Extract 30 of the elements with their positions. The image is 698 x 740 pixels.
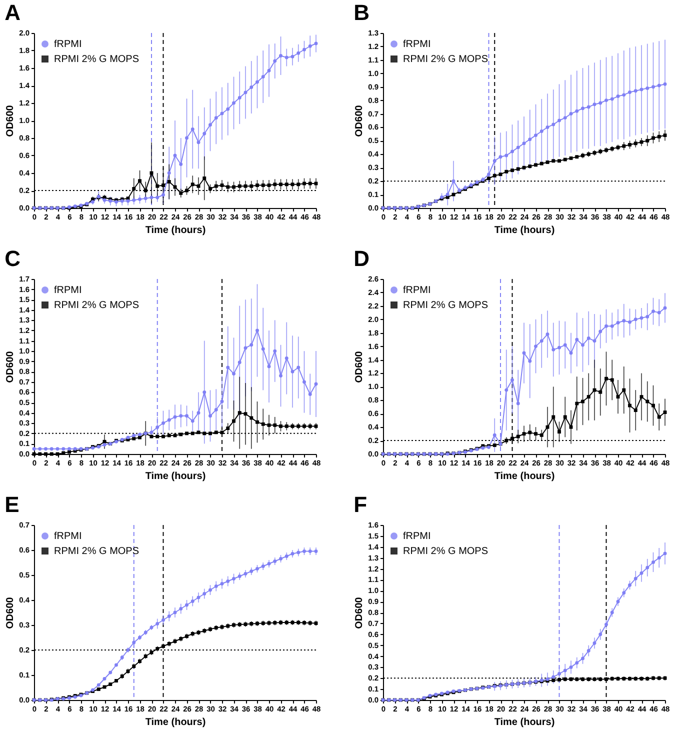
legend-label: fRPMI [54, 285, 82, 296]
x-axis-title: Time (hours) [494, 717, 555, 728]
y-axis-title: OD600 [354, 350, 366, 383]
legend-label: RPMI 2% G MOPS [54, 300, 140, 311]
legend-label: RPMI 2% G MOPS [403, 546, 488, 557]
chart-title: D [354, 246, 370, 271]
chart-title: A [4, 0, 21, 25]
x-axis-title: Time (hours) [494, 471, 555, 482]
x-axis-title: Time (hours) [145, 471, 206, 482]
y-axis-title: OD600 [354, 596, 366, 629]
y-axis-title: OD600 [354, 104, 366, 137]
chart-title: C [4, 246, 21, 271]
x-axis-title: Time (hours) [145, 717, 206, 728]
y-axis-title: OD600 [5, 104, 16, 137]
legend-label: fRPMI [403, 39, 431, 50]
legend-label: RPMI 2% G MOPS [54, 546, 140, 557]
chart-title: E [4, 492, 20, 517]
chart-title: B [354, 0, 370, 25]
legend-label: fRPMI [54, 39, 82, 50]
chart-title: F [354, 492, 368, 517]
x-axis-title: Time (hours) [145, 225, 206, 236]
legend-label: fRPMI [403, 531, 431, 542]
legend-label: RPMI 2% G MOPS [54, 54, 140, 65]
legend-label: RPMI 2% G MOPS [403, 54, 488, 65]
y-axis-title: OD600 [5, 596, 16, 629]
y-axis-title: OD600 [5, 350, 16, 383]
legend-label: fRPMI [54, 531, 82, 542]
x-axis-title: Time (hours) [494, 225, 555, 236]
legend-label: fRPMI [403, 285, 431, 296]
legend-label: RPMI 2% G MOPS [403, 300, 488, 311]
